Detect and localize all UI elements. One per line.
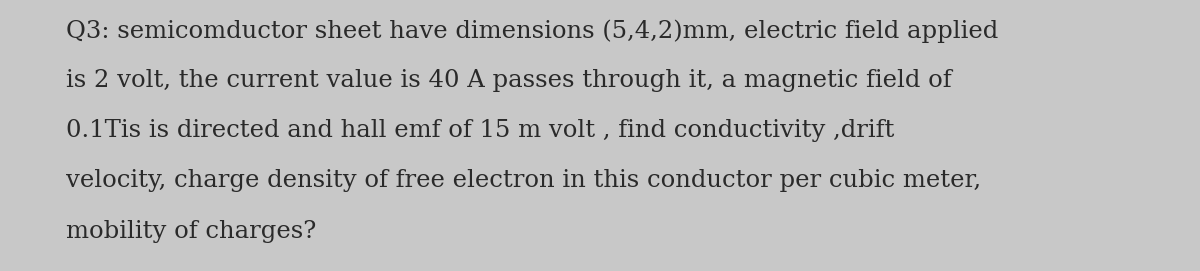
Text: 0.1Tis is directed and hall emf of 15 m volt , find conductivity ,drift: 0.1Tis is directed and hall emf of 15 m … [66,119,894,142]
Text: is 2 volt, the current value is 40 A passes through it, a magnetic field of: is 2 volt, the current value is 40 A pas… [66,69,952,92]
Text: velocity, charge density of free electron in this conductor per cubic meter,: velocity, charge density of free electro… [66,169,982,192]
Text: mobility of charges?: mobility of charges? [66,220,317,243]
Text: Q3: semicomductor sheet have dimensions (5,4,2)mm, electric field applied: Q3: semicomductor sheet have dimensions … [66,19,998,43]
